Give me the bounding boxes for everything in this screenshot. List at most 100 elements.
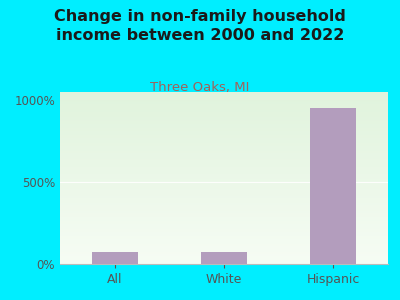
Bar (60, 164, 388, 165)
Bar (60, 124, 388, 125)
Bar (60, 239, 388, 240)
Bar (60, 97, 388, 98)
Bar (60, 154, 388, 155)
Bar (60, 200, 388, 201)
Bar (60, 163, 388, 164)
Bar (60, 232, 388, 233)
Bar (60, 261, 388, 262)
Bar (60, 259, 388, 260)
Bar (60, 182, 388, 183)
Bar (60, 255, 388, 256)
Bar (60, 125, 388, 126)
Bar (60, 127, 388, 128)
Bar (60, 119, 388, 120)
Bar (60, 252, 388, 253)
Bar (60, 218, 388, 219)
Bar (60, 177, 388, 178)
Bar (60, 170, 388, 171)
Bar (60, 168, 388, 169)
Bar (60, 169, 388, 170)
Bar (60, 123, 388, 124)
Bar (60, 150, 388, 151)
Bar (60, 184, 388, 185)
Bar (60, 158, 388, 159)
Bar (60, 165, 388, 166)
Bar (60, 104, 388, 105)
Bar (60, 101, 388, 102)
Bar (60, 240, 388, 241)
Bar (60, 237, 388, 238)
Bar (60, 137, 388, 138)
Bar (60, 242, 388, 243)
Bar (60, 192, 388, 193)
Bar (60, 248, 388, 249)
Bar (60, 211, 388, 212)
Bar (60, 112, 388, 113)
Bar (60, 235, 388, 236)
Bar (60, 95, 388, 96)
Bar (60, 94, 388, 95)
Bar (60, 247, 388, 248)
Bar (60, 107, 388, 108)
Bar (60, 143, 388, 144)
Bar (60, 205, 388, 206)
Bar (60, 179, 388, 180)
Bar (60, 254, 388, 255)
Bar (60, 209, 388, 210)
Bar (60, 128, 388, 129)
Bar (60, 132, 388, 133)
Bar (60, 262, 388, 263)
Bar (60, 122, 388, 123)
Bar (60, 231, 388, 232)
Bar (60, 187, 388, 188)
Bar (60, 222, 388, 223)
Bar (60, 117, 388, 118)
Bar (60, 256, 388, 257)
Bar (60, 167, 388, 168)
Bar (60, 189, 388, 190)
Bar (60, 198, 388, 199)
Bar (60, 121, 388, 122)
Bar (60, 93, 388, 94)
Bar (92, 252, 138, 264)
Bar (60, 133, 388, 134)
Bar (60, 233, 388, 234)
Bar (60, 180, 388, 181)
Bar (60, 153, 388, 154)
Bar (60, 103, 388, 104)
Bar (60, 223, 388, 224)
Bar (60, 144, 388, 145)
Bar (60, 227, 388, 228)
Bar (60, 234, 388, 235)
Bar (60, 99, 388, 100)
Bar (201, 252, 247, 264)
Bar (60, 157, 388, 158)
Bar (60, 217, 388, 218)
Bar (60, 257, 388, 258)
Bar (60, 258, 388, 259)
Bar (60, 208, 388, 209)
Bar (60, 92, 388, 93)
Bar (60, 212, 388, 213)
Bar (60, 162, 388, 163)
Bar (60, 224, 388, 225)
Bar (60, 203, 388, 204)
Bar (60, 100, 388, 101)
Bar (60, 244, 388, 245)
Bar (60, 111, 388, 112)
Bar (60, 136, 388, 137)
Bar (60, 134, 388, 135)
Bar (60, 194, 388, 195)
Bar (60, 139, 388, 140)
Bar (60, 196, 388, 197)
Text: Change in non-family household
income between 2000 and 2022: Change in non-family household income be… (54, 9, 346, 43)
Bar (60, 140, 388, 141)
Bar (60, 130, 388, 131)
Bar (60, 246, 388, 247)
Bar (60, 185, 388, 186)
Bar (60, 219, 388, 220)
Bar (60, 160, 388, 161)
Bar (60, 171, 388, 172)
Bar (60, 202, 388, 203)
Bar (60, 213, 388, 214)
